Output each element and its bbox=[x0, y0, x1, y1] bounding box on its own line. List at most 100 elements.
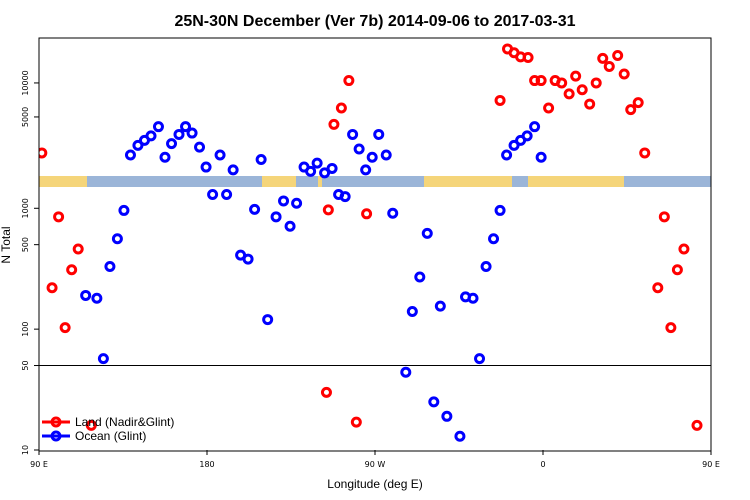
ocean-point bbox=[508, 139, 520, 151]
y-lower-tick-label: 50 bbox=[21, 360, 30, 370]
land-point bbox=[639, 147, 651, 159]
ocean-point bbox=[166, 138, 178, 150]
ocean-point bbox=[529, 121, 541, 133]
land-point bbox=[590, 77, 602, 89]
ocean-point bbox=[291, 197, 303, 209]
land-point bbox=[350, 416, 362, 428]
y-upper-tick-label: 5000 bbox=[21, 107, 30, 127]
land-strip-florida bbox=[318, 176, 322, 187]
ocean-point bbox=[262, 314, 274, 326]
ocean-point bbox=[387, 207, 399, 219]
land-point bbox=[678, 243, 690, 255]
land-point bbox=[328, 118, 340, 130]
legend-ocean-marker bbox=[50, 430, 62, 442]
land-point bbox=[584, 98, 596, 110]
ocean-point bbox=[270, 211, 282, 223]
land-strip-arabia bbox=[528, 176, 624, 187]
land-point bbox=[59, 322, 71, 334]
ocean-point bbox=[118, 204, 130, 216]
land-point bbox=[343, 75, 355, 87]
ocean-point bbox=[97, 353, 109, 365]
ocean-point bbox=[227, 164, 239, 176]
ocean-point bbox=[480, 260, 492, 272]
land-point bbox=[570, 70, 582, 82]
ocean-strip bbox=[39, 176, 711, 187]
land-point bbox=[612, 49, 624, 61]
ocean-point bbox=[111, 233, 123, 245]
x-tick-label: 180 bbox=[199, 460, 214, 469]
land-point bbox=[625, 104, 637, 116]
y-lower-tick-label: 500 bbox=[21, 237, 30, 252]
land-point bbox=[322, 204, 334, 216]
ocean-point bbox=[207, 189, 219, 201]
legend-land-label: Land (Nadir&Glint) bbox=[75, 415, 174, 429]
ocean-point bbox=[521, 130, 533, 142]
ocean-point bbox=[159, 151, 171, 163]
ocean-point bbox=[400, 366, 412, 378]
ocean-point bbox=[494, 204, 506, 216]
ocean-point bbox=[249, 203, 261, 215]
ocean-point bbox=[242, 253, 254, 265]
ocean-point bbox=[406, 305, 418, 317]
land-point bbox=[632, 97, 644, 109]
ocean-point bbox=[311, 157, 323, 169]
ocean-point bbox=[421, 227, 433, 239]
ocean-point bbox=[339, 191, 351, 203]
ocean-point bbox=[441, 410, 453, 422]
y-upper-tick-label: 10000 bbox=[21, 70, 30, 95]
land-point bbox=[671, 264, 683, 276]
land-point bbox=[597, 52, 609, 64]
ocean-point bbox=[428, 396, 440, 408]
ocean-point bbox=[326, 162, 338, 174]
ocean-point bbox=[278, 195, 290, 207]
land-point bbox=[335, 102, 347, 114]
land-point bbox=[543, 102, 555, 114]
land-point bbox=[652, 282, 664, 294]
ocean-point bbox=[319, 167, 331, 179]
ocean-point bbox=[488, 233, 500, 245]
land-point bbox=[563, 88, 575, 100]
ocean-point bbox=[200, 161, 212, 173]
ocean-point bbox=[380, 149, 392, 161]
x-tick-label: 0 bbox=[540, 460, 545, 469]
land-point bbox=[39, 147, 48, 159]
y-lower-tick-label: 1000 bbox=[21, 198, 30, 218]
chart-title: 25N-30N December (Ver 7b) 2014-09-06 to … bbox=[174, 13, 575, 30]
land-point bbox=[320, 386, 332, 398]
ocean-point bbox=[173, 128, 185, 140]
legend-land-marker bbox=[50, 416, 62, 428]
y-lower-tick-label: 10 bbox=[21, 445, 30, 455]
land-point bbox=[522, 51, 534, 63]
land-strip-america bbox=[262, 176, 296, 187]
land-point bbox=[72, 243, 84, 255]
land-ocean-strip bbox=[39, 176, 711, 187]
land-point bbox=[556, 77, 568, 89]
land-point bbox=[618, 68, 630, 80]
ocean-point bbox=[104, 260, 116, 272]
land-point bbox=[603, 60, 615, 72]
legend: Land (Nadir&Glint) Ocean (Glint) bbox=[42, 415, 174, 443]
ocean-point bbox=[284, 220, 296, 232]
land-strip-africa bbox=[424, 176, 512, 187]
ocean-point bbox=[152, 121, 164, 133]
ocean-point bbox=[91, 292, 103, 304]
land-point bbox=[658, 211, 670, 223]
ocean-point bbox=[80, 289, 92, 301]
ocean-point bbox=[305, 165, 317, 177]
ocean-point bbox=[132, 139, 144, 151]
ocean-point bbox=[414, 271, 426, 283]
y-lower-tick-label: 100 bbox=[21, 322, 30, 337]
plot-frame bbox=[38, 37, 712, 452]
land-point bbox=[665, 322, 677, 334]
ocean-point bbox=[180, 121, 192, 133]
land-point bbox=[85, 419, 97, 431]
land-point bbox=[576, 84, 588, 96]
ocean-point bbox=[255, 153, 267, 165]
ocean-point bbox=[373, 128, 385, 140]
ocean-point bbox=[124, 149, 136, 161]
ocean-point bbox=[454, 430, 466, 442]
ocean-point bbox=[186, 127, 198, 139]
x-tick-label: 90 E bbox=[30, 460, 48, 469]
ocean-point bbox=[501, 149, 513, 161]
